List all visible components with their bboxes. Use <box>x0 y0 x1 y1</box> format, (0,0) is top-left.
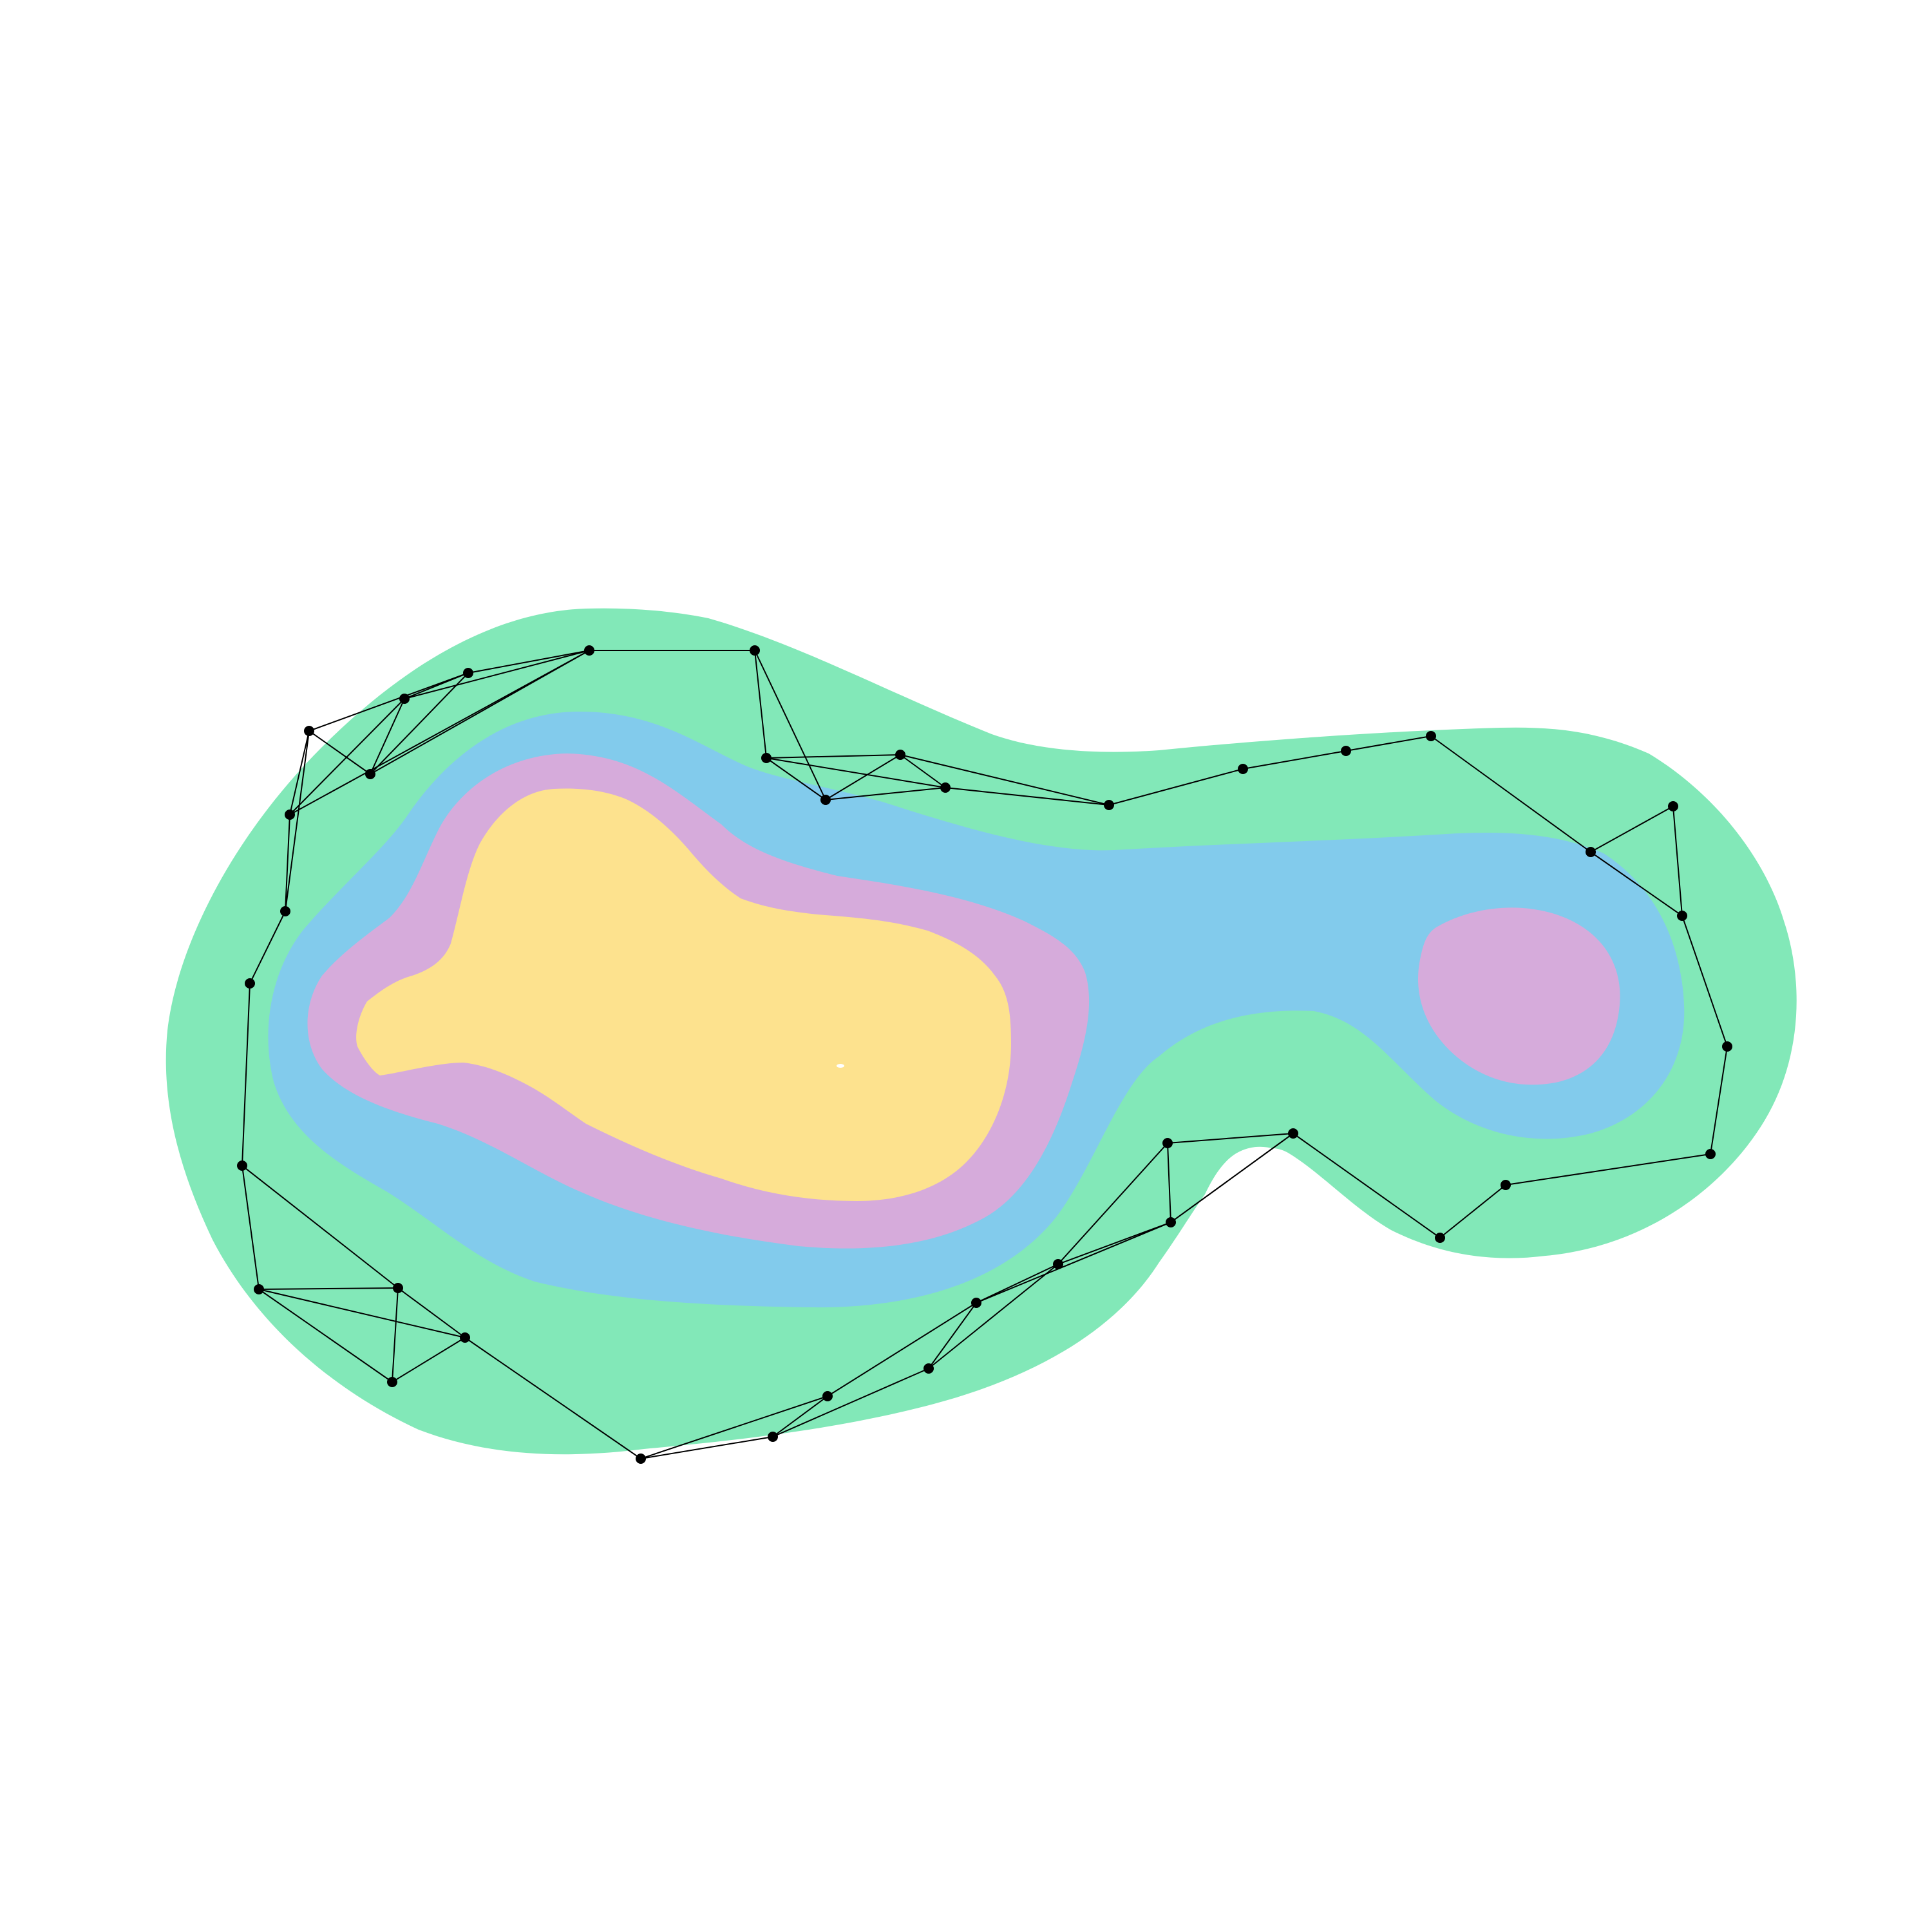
network-node <box>463 668 473 678</box>
core-highlight-speck <box>837 1064 844 1068</box>
network-node <box>940 782 951 793</box>
network-node <box>399 694 410 704</box>
network-node <box>636 1454 646 1464</box>
network-node <box>923 1363 934 1374</box>
network-node <box>1722 1041 1732 1052</box>
network-node <box>1426 731 1436 741</box>
network-node <box>1162 1138 1173 1148</box>
network-node <box>1705 1149 1716 1159</box>
network-node <box>1288 1128 1298 1139</box>
network-node <box>1501 1180 1511 1190</box>
network-node <box>1053 1259 1063 1269</box>
network-node <box>304 726 314 736</box>
network-node <box>971 1298 981 1308</box>
network-node <box>393 1283 403 1293</box>
network-node <box>1166 1217 1176 1227</box>
network-node <box>750 645 760 656</box>
network-node <box>1677 911 1687 921</box>
network-node <box>254 1284 264 1294</box>
network-node <box>1668 801 1678 811</box>
network-node <box>1435 1233 1445 1243</box>
network-node <box>1341 746 1351 756</box>
network-node <box>1104 800 1114 810</box>
network-node <box>1586 847 1596 857</box>
network-node <box>895 750 905 760</box>
network-node <box>822 1391 833 1401</box>
network-node <box>1238 764 1248 774</box>
network-node <box>387 1377 397 1387</box>
network-node <box>237 1160 247 1171</box>
network-node <box>820 795 831 805</box>
network-node <box>460 1332 470 1343</box>
network-node <box>245 978 255 989</box>
network-node <box>761 753 772 763</box>
network-node <box>768 1432 778 1442</box>
network-node <box>584 645 594 656</box>
network-node <box>365 769 375 779</box>
network-node <box>280 906 290 916</box>
network-node <box>285 810 295 820</box>
